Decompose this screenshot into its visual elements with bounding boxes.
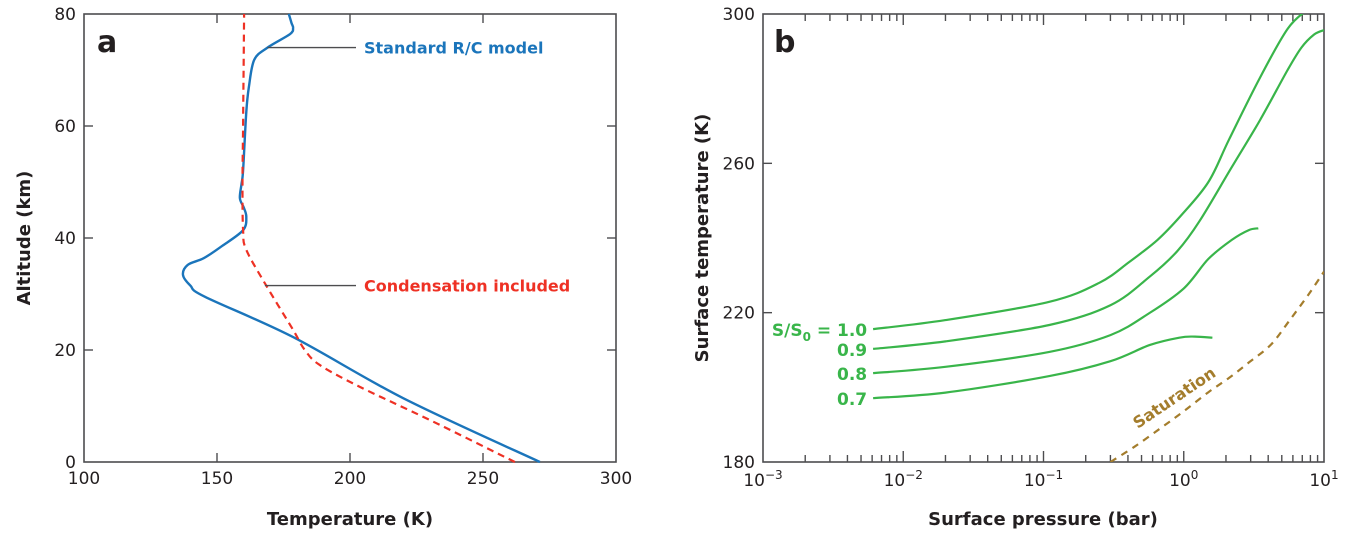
series-label: S/S0 = 1.0 — [772, 321, 867, 344]
series-label: 0.9 — [837, 341, 867, 361]
panel-b-y-axis-title: Surface temperature (K) — [692, 114, 713, 363]
panel-b-x-axis-title: Surface pressure (bar) — [928, 509, 1158, 530]
x-tick-label: 300 — [600, 469, 632, 489]
series-label: 0.7 — [837, 390, 867, 410]
y-tick-label: 80 — [54, 5, 76, 25]
panel-a-series — [181, 13, 541, 464]
flux-ratio-line-0-9 — [872, 29, 1324, 350]
x-tick-label: 101 — [1309, 468, 1338, 491]
y-tick-label: 20 — [54, 341, 76, 361]
condensation-annotation: Condensation included — [364, 277, 570, 296]
y-tick-label: 60 — [54, 117, 76, 137]
condensation-line — [241, 13, 516, 463]
y-tick-label: 260 — [723, 154, 755, 174]
x-tick-label: 200 — [334, 469, 366, 489]
x-tick-label: 10−2 — [884, 468, 923, 491]
flux-ratio-line-0-8 — [873, 227, 1259, 375]
y-tick-label: 40 — [54, 229, 76, 249]
flux-ratio-line-1-0 — [872, 14, 1304, 331]
saturation-line — [1109, 270, 1324, 462]
y-tick-label: 0 — [65, 453, 76, 473]
x-tick-label: 150 — [201, 469, 233, 489]
x-tick-label: 10−3 — [743, 468, 782, 491]
x-tick-label: 10−1 — [1024, 468, 1063, 491]
y-tick-label: 220 — [723, 304, 755, 324]
saturation-annotation: Saturation — [1129, 363, 1219, 432]
panel-b-series-labels: S/S0 = 1.00.9 0.8 0.7 — [772, 321, 867, 410]
panel-a-plot-frame — [83, 13, 617, 463]
panel-b-series — [872, 14, 1324, 462]
x-tick-label: 250 — [467, 469, 499, 489]
flux-ratio-line-0-7 — [873, 335, 1213, 400]
y-tick-label: 300 — [723, 5, 755, 25]
panel-a-x-axis-title: Temperature (K) — [267, 509, 433, 530]
x-tick-label: 100 — [68, 469, 100, 489]
standard-model-annotation: Standard R/C model — [364, 39, 543, 58]
standard-model-line — [181, 13, 541, 464]
series-label: 0.8 — [837, 365, 867, 385]
panel-a-ticks: 100 150 200 250 300 0 20 40 60 80 — [54, 5, 632, 489]
panel-b-label: b — [774, 25, 795, 60]
panel-a-temperature-profile: 100 150 200 250 300 0 20 40 60 80 a Standard R/C … — [14, 5, 632, 530]
y-tick-label: 180 — [723, 453, 755, 473]
x-tick-label: 100 — [1169, 468, 1198, 491]
panel-b-ticks: 10−3 10−2 10−1 100 101 180 220 260 300 — [723, 5, 1339, 491]
panel-b-surface-conditions: 10−3 10−2 10−1 100 101 180 220 260 300 b S/S0 = … — [692, 5, 1339, 530]
panel-a-y-axis-title: Altitude (km) — [14, 171, 35, 306]
panel-a-label: a — [97, 25, 117, 60]
